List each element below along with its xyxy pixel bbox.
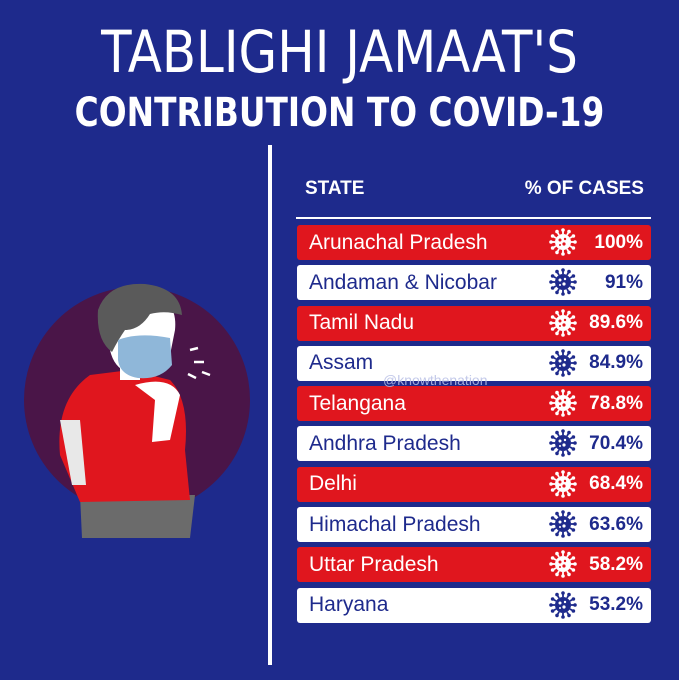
virus-icon (549, 268, 577, 297)
watermark: @knowthenation (383, 372, 488, 388)
percent-value: 89.6% (589, 312, 643, 334)
percent-value: 84.9% (589, 352, 643, 374)
state-name: Assam (309, 351, 374, 375)
virus-icon (549, 469, 577, 498)
state-name: Delhi (309, 472, 357, 496)
virus-icon (549, 550, 577, 579)
coughing-person-illustration (24, 283, 250, 538)
column-header-percent: % OF CASES (524, 178, 644, 199)
percent-value: 68.4% (589, 473, 643, 495)
title-line-2: CONTRIBUTION TO COVID-19 (74, 90, 605, 136)
state-name: Telangana (309, 391, 406, 415)
table-row: Andaman & Nicobar 91% (297, 265, 651, 301)
column-header-state: STATE (305, 178, 365, 199)
virus-icon (549, 389, 577, 417)
title-line-1: TABLIGHI JAMAAT'S (101, 18, 578, 86)
table-row: Uttar Pradesh 58.2% (297, 547, 651, 583)
table-row: Telangana 78.8% (297, 386, 651, 422)
state-name: Tamil Nadu (309, 311, 415, 335)
table-row: Arunachal Pradesh 100% (297, 225, 651, 260)
state-name: Uttar Pradesh (309, 552, 439, 576)
virus-icon (549, 308, 577, 337)
state-name: Andaman & Nicobar (309, 270, 497, 294)
virus-icon (549, 429, 577, 458)
table-row: Andhra Pradesh 70.4% (297, 426, 651, 462)
percent-value: 78.8% (589, 392, 643, 414)
percent-value: 100% (594, 231, 643, 253)
percent-value: 53.2% (589, 594, 643, 616)
state-name: Arunachal Pradesh (309, 230, 488, 254)
table-row: Himachal Pradesh 63.6% (297, 507, 651, 543)
state-table: Arunachal Pradesh 100% Andaman & Nicobar 91… (297, 225, 651, 628)
table-row: Assam 84.9% (297, 345, 651, 381)
percent-value: 58.2% (589, 553, 643, 575)
vertical-divider (268, 145, 272, 665)
percent-value: 70.4% (589, 432, 643, 454)
state-name: Himachal Pradesh (309, 512, 481, 536)
header-underline (296, 217, 651, 219)
percent-value: 91% (604, 271, 643, 293)
virus-icon (549, 590, 577, 619)
state-name: Haryana (309, 593, 389, 617)
percent-value: 63.6% (589, 513, 643, 535)
table-row: Tamil Nadu 89.6% (297, 305, 651, 341)
virus-icon (549, 510, 577, 538)
virus-icon (549, 228, 577, 256)
table-row: Haryana 53.2% (297, 587, 651, 623)
virus-icon (549, 349, 577, 377)
table-row: Delhi 68.4% (297, 466, 651, 502)
state-name: Andhra Pradesh (309, 431, 461, 455)
